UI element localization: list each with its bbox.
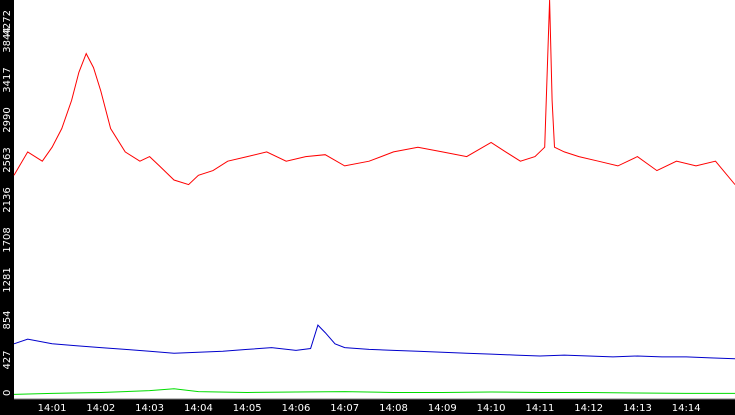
y-tick-label: 2990 bbox=[2, 107, 13, 132]
x-tick-label: 14:13 bbox=[623, 403, 652, 414]
y-tick-label: 1281 bbox=[2, 267, 13, 292]
series-layer bbox=[13, 0, 735, 400]
x-tick-label: 14:11 bbox=[525, 403, 554, 414]
x-tick-label: 14:07 bbox=[330, 403, 359, 414]
y-tick-label: 854 bbox=[2, 310, 13, 329]
x-axis-band bbox=[0, 400, 735, 415]
x-tick-label: 14:03 bbox=[135, 403, 164, 414]
series-line-2 bbox=[13, 324, 735, 360]
y-tick-label: 2563 bbox=[2, 147, 13, 172]
x-tick-label: 14:08 bbox=[379, 403, 408, 414]
y-tick-label: 427 bbox=[2, 350, 13, 369]
series-line-1 bbox=[13, 0, 735, 186]
y-axis-band bbox=[0, 0, 14, 415]
x-tick-label: 14:14 bbox=[672, 403, 701, 414]
x-tick-label: 14:02 bbox=[86, 403, 115, 414]
y-tick-label: 2136 bbox=[2, 187, 13, 212]
y-tick-label: 3417 bbox=[2, 67, 13, 92]
x-tick-label: 14:04 bbox=[184, 403, 213, 414]
x-axis-tick-labels: 14:01 14:02 14:03 14:04 14:05 14:06 14:07 14:08… bbox=[38, 403, 701, 414]
x-tick-label: 14:12 bbox=[574, 403, 603, 414]
y-tick-label: 4272 bbox=[2, 10, 13, 35]
series-line-3 bbox=[13, 388, 735, 395]
y-tick-label: 0 bbox=[2, 390, 13, 396]
y-tick-label: 3844 bbox=[2, 27, 13, 52]
x-tick-label: 14:10 bbox=[477, 403, 506, 414]
x-tick-label: 14:01 bbox=[38, 403, 67, 414]
x-tick-label: 14:06 bbox=[282, 403, 311, 414]
y-tick-label: 1708 bbox=[2, 227, 13, 252]
x-tick-label: 14:09 bbox=[428, 403, 457, 414]
x-tick-label: 14:05 bbox=[233, 403, 262, 414]
